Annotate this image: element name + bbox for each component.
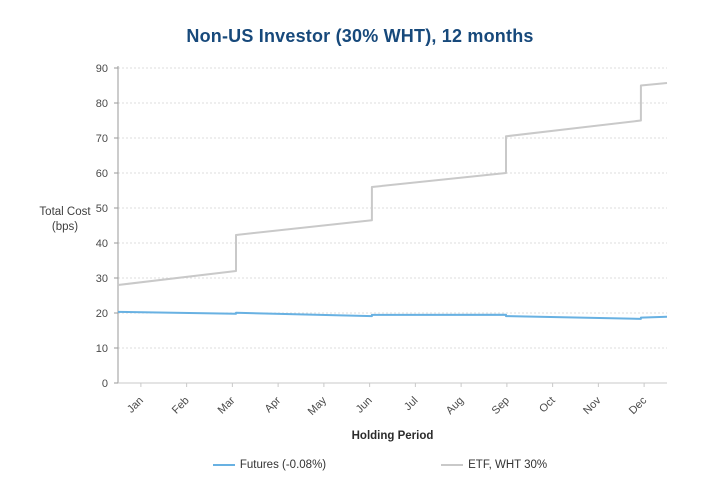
x-tick-label-jan: Jan (125, 395, 146, 416)
y-tick-label-20: 20 (96, 308, 108, 320)
futures-line-swatch (212, 464, 235, 466)
x-tick-label-dec: Dec (627, 394, 650, 417)
legend-label-futures: Futures (-0.08%) (239, 459, 327, 471)
legend-item-etf: ETF, WHT 30% (441, 459, 547, 471)
x-tick-label-may: May (306, 394, 330, 418)
etf-line-swatch (441, 464, 464, 466)
etf-line (117, 82, 668, 286)
x-tick-label-feb: Feb (170, 395, 192, 417)
x-tick-label-oct: Oct (537, 395, 558, 416)
x-tick-label-apr: Apr (263, 394, 284, 415)
futures-line (117, 310, 668, 320)
chart-legend: Futures (-0.08%) ETF, WHT 30% (20, 459, 720, 471)
y-axis-title-line1: Total Cost (39, 206, 91, 218)
y-tick-label-10: 10 (96, 343, 108, 355)
y-tick-label-80: 80 (96, 98, 108, 110)
y-axis-title: Total Cost (bps) (26, 205, 104, 235)
y-tick-label-70: 70 (96, 133, 108, 145)
x-axis-title: Holding Period (351, 430, 434, 442)
x-tick-label-aug: Aug (444, 395, 466, 417)
legend-label-etf: ETF, WHT 30% (468, 459, 548, 471)
chart-title: Non-US Investor (30% WHT), 12 months (186, 26, 534, 46)
legend-item-futures: Futures (-0.08%) (212, 459, 327, 471)
y-tick-label-30: 30 (96, 273, 108, 285)
x-tick-label-nov: Nov (581, 394, 604, 417)
y-tick-label-60: 60 (96, 168, 108, 180)
x-tick-label-mar: Mar (216, 394, 238, 416)
x-tick-label-jun: Jun (354, 395, 375, 416)
y-tick-label-90: 90 (96, 63, 108, 75)
y-tick-label-50: 50 (96, 203, 108, 215)
x-tick-label-jul: Jul (402, 395, 420, 413)
x-tick-label-sep: Sep (490, 395, 512, 417)
y-tick-label-0: 0 (102, 378, 108, 390)
y-tick-label-40: 40 (96, 238, 108, 250)
y-axis-title-line2: (bps) (51, 221, 79, 233)
